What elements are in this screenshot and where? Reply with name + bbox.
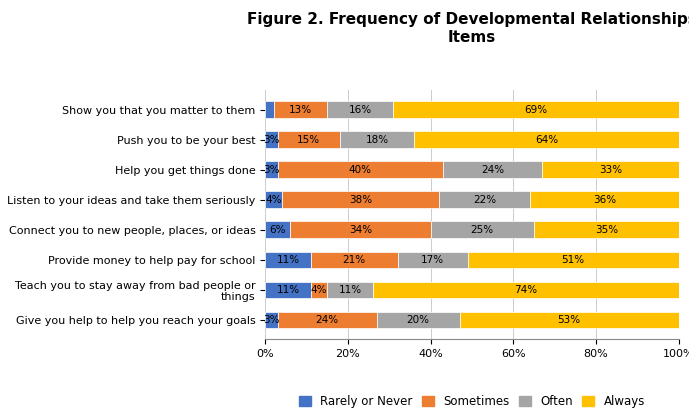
- Text: 24%: 24%: [316, 315, 339, 325]
- Text: 20%: 20%: [407, 315, 430, 325]
- Bar: [265, 252, 311, 268]
- Bar: [377, 312, 460, 328]
- Bar: [278, 312, 377, 328]
- Bar: [439, 191, 530, 208]
- Text: 35%: 35%: [595, 225, 618, 235]
- Text: 13%: 13%: [289, 105, 312, 115]
- Bar: [311, 252, 398, 268]
- Bar: [278, 131, 340, 148]
- Bar: [530, 191, 679, 208]
- Text: 24%: 24%: [481, 165, 504, 175]
- Text: 11%: 11%: [338, 285, 362, 295]
- Bar: [265, 162, 278, 178]
- Text: 16%: 16%: [349, 105, 372, 115]
- Text: 64%: 64%: [535, 135, 558, 145]
- Text: 18%: 18%: [365, 135, 389, 145]
- Bar: [265, 312, 278, 328]
- Text: 3%: 3%: [263, 135, 280, 145]
- Text: 40%: 40%: [349, 165, 372, 175]
- Text: 34%: 34%: [349, 225, 372, 235]
- Bar: [443, 162, 542, 178]
- Text: 6%: 6%: [269, 225, 286, 235]
- Text: 17%: 17%: [421, 255, 444, 265]
- Bar: [274, 101, 327, 118]
- Text: 33%: 33%: [599, 165, 622, 175]
- Text: 38%: 38%: [349, 195, 372, 205]
- Text: 4%: 4%: [311, 285, 327, 295]
- Text: Figure 2. Frequency of Developmental Relationships
Items: Figure 2. Frequency of Developmental Rel…: [247, 12, 689, 45]
- Bar: [373, 281, 679, 298]
- Bar: [327, 281, 373, 298]
- Text: 4%: 4%: [265, 195, 282, 205]
- Bar: [290, 222, 431, 238]
- Text: 53%: 53%: [557, 315, 581, 325]
- Text: 3%: 3%: [263, 315, 280, 325]
- Text: 3%: 3%: [263, 165, 280, 175]
- Legend: Rarely or Never, Sometimes, Often, Always: Rarely or Never, Sometimes, Often, Alway…: [294, 390, 650, 409]
- Text: 25%: 25%: [471, 225, 494, 235]
- Bar: [340, 131, 414, 148]
- Bar: [282, 191, 439, 208]
- Text: 69%: 69%: [524, 105, 548, 115]
- Bar: [414, 131, 679, 148]
- Bar: [265, 191, 282, 208]
- Bar: [393, 101, 679, 118]
- Bar: [542, 162, 679, 178]
- Bar: [265, 222, 290, 238]
- Bar: [460, 312, 679, 328]
- Bar: [398, 252, 468, 268]
- Bar: [265, 101, 274, 118]
- Bar: [431, 222, 534, 238]
- Bar: [265, 131, 278, 148]
- Text: 11%: 11%: [276, 255, 300, 265]
- Text: 15%: 15%: [297, 135, 320, 145]
- Bar: [311, 281, 327, 298]
- Bar: [327, 101, 393, 118]
- Text: 51%: 51%: [562, 255, 585, 265]
- Text: 11%: 11%: [276, 285, 300, 295]
- Text: 22%: 22%: [473, 195, 496, 205]
- Bar: [534, 222, 679, 238]
- Bar: [278, 162, 443, 178]
- Bar: [468, 252, 679, 268]
- Text: 36%: 36%: [593, 195, 616, 205]
- Text: 74%: 74%: [514, 285, 537, 295]
- Bar: [265, 281, 311, 298]
- Text: 21%: 21%: [342, 255, 366, 265]
